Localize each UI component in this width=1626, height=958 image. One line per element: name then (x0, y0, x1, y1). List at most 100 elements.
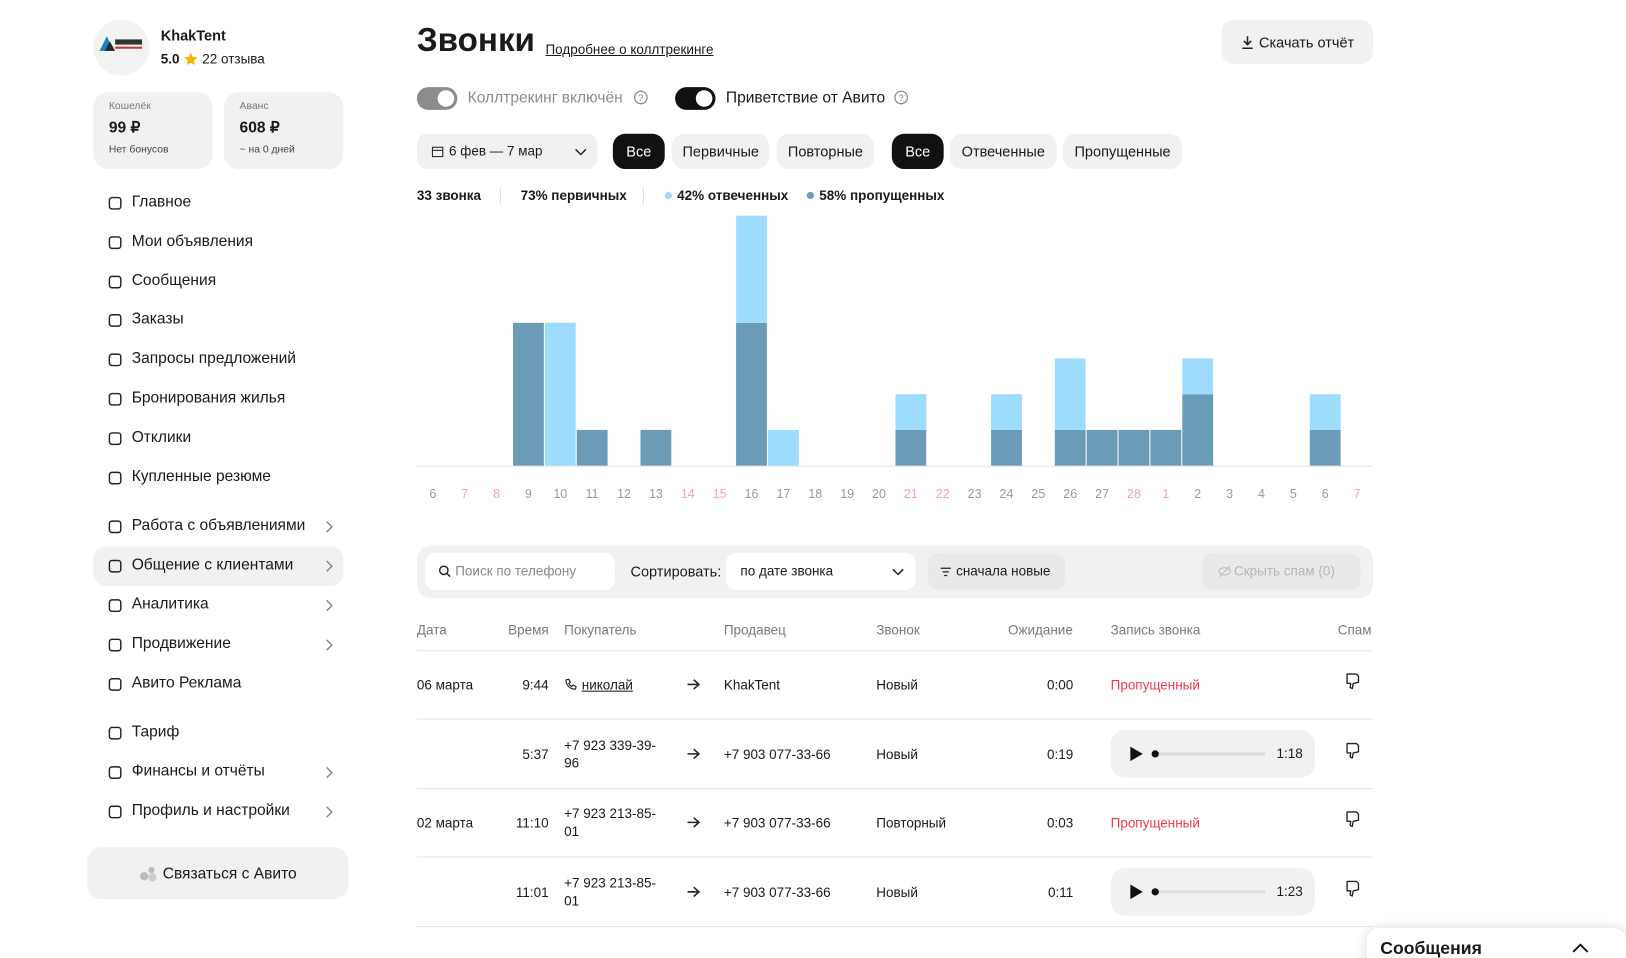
search-icon (438, 565, 451, 578)
call-status: Пропущенный (1110, 677, 1200, 693)
help-icon[interactable]: ? (634, 90, 649, 105)
x-tick-label: 26 (1063, 487, 1077, 501)
sort-label: Сортировать: (630, 563, 722, 580)
contact-button[interactable]: Связаться с Авито (87, 847, 349, 900)
bar-segment (544, 322, 576, 466)
column-header: Дата (416, 622, 447, 638)
row-divider (416, 788, 1373, 790)
wait: 0:19 (1047, 746, 1074, 762)
nav-item[interactable]: Аналитика (131, 595, 209, 613)
chevron-up[interactable] (1572, 943, 1589, 953)
filter-chip[interactable]: Пропущенные (1062, 133, 1183, 170)
chevron[interactable] (324, 560, 334, 573)
filter-chip[interactable]: Первичные (671, 133, 770, 170)
bar-segment (1086, 429, 1118, 466)
avatar[interactable] (93, 19, 150, 76)
nav-item[interactable]: Заказы (131, 310, 184, 329)
hide-spam-label: Скрыть спам (0) (1234, 563, 1335, 579)
search-placeholder: Поиск по телефону (455, 563, 577, 579)
nav-item[interactable]: Профиль и настройки (131, 801, 290, 820)
search-input[interactable]: Поиск по телефону (425, 552, 615, 591)
sort-select[interactable]: по дате звонка (725, 552, 916, 591)
help-link[interactable]: Подробнее о коллтрекинге (545, 41, 714, 58)
buyer: +7 923 213-85-01 (564, 805, 656, 840)
x-tick-label: 18 (808, 487, 822, 501)
toggle-knob (695, 90, 713, 107)
nav-icon (108, 353, 122, 367)
bar-segment (767, 429, 799, 466)
column-header: Продавец (723, 622, 786, 638)
buyer[interactable]: николай (581, 677, 633, 693)
x-tick-label: 6 (1322, 487, 1329, 501)
column-header: Ожидание (1007, 622, 1073, 638)
spam-icon[interactable] (1344, 741, 1361, 760)
reviews[interactable]: 22 отзыва (202, 50, 265, 67)
nav-item[interactable]: Отклики (131, 428, 192, 446)
spam-icon[interactable] (1344, 672, 1361, 691)
nav-item[interactable]: Финансы и отчёты (131, 762, 265, 781)
nav-item[interactable]: Работа с объявлениями (131, 516, 306, 535)
period-select[interactable]: 6 фев — 7 мар (416, 133, 598, 170)
nav-icon (108, 196, 122, 210)
profile-name[interactable]: KhakTent (160, 26, 226, 44)
seller: +7 903 077-33-66 (723, 746, 831, 762)
nav-item[interactable]: Мои объявления (131, 232, 254, 250)
legend-dot (664, 191, 672, 200)
balance-card[interactable]: Аванс 608 ₽ ~ на 0 дней (223, 92, 344, 170)
arrow-icon (687, 817, 701, 828)
nav-item[interactable]: Тариф (131, 723, 180, 741)
x-tick-label: 21 (904, 487, 918, 501)
spam-icon[interactable] (1344, 810, 1361, 829)
seller: KhakTent (723, 677, 781, 693)
divider (642, 187, 644, 205)
player-controls[interactable] (1111, 730, 1315, 778)
order-label: сначала новые (956, 563, 1051, 579)
legend-dot (806, 191, 815, 200)
player-controls[interactable] (1111, 868, 1315, 916)
nav-item[interactable]: Главное (131, 192, 192, 211)
bar-segment (1309, 394, 1341, 430)
column-header: Время (508, 622, 549, 638)
nav-item[interactable]: Общение с клиентами (131, 556, 294, 574)
filter-chip[interactable]: Все (891, 133, 944, 170)
nav-icon (108, 471, 122, 485)
audio-player[interactable]: 1:18 (1110, 729, 1315, 778)
nav-item[interactable]: Купленные резюме (131, 467, 271, 485)
nav-item[interactable]: Запросы предложений (131, 349, 296, 368)
chevron[interactable] (324, 767, 334, 779)
help-icon[interactable]: ? (894, 90, 909, 105)
phone-icon (565, 678, 577, 690)
nav-item[interactable]: Авито Реклама (131, 673, 242, 692)
order-button[interactable]: сначала новые (928, 552, 1065, 591)
chat-widget[interactable]: Сообщения (1366, 928, 1626, 958)
chevron[interactable] (324, 806, 334, 818)
balance-card[interactable]: Кошелёк 99 ₽ Нет бонусов (93, 92, 213, 170)
filter-chip[interactable]: Все (612, 133, 665, 170)
hide-spam-button: Скрыть спам (0) (1201, 552, 1361, 591)
spam-icon[interactable] (1344, 879, 1361, 898)
toggle[interactable] (675, 87, 716, 110)
filter-chip[interactable]: Отвеченные (949, 133, 1057, 170)
nav-item[interactable]: Бронирования жилья (131, 388, 286, 407)
bar-segment (513, 322, 544, 466)
bar-segment (736, 322, 767, 466)
eye-off-icon (1218, 565, 1231, 577)
chevron[interactable] (324, 521, 334, 533)
filter-chip[interactable]: Повторные (776, 133, 875, 170)
x-tick-label: 24 (1000, 487, 1014, 501)
chevron[interactable] (324, 639, 334, 651)
buyer: +7 923 339-39-96 (564, 736, 656, 771)
chevron[interactable] (324, 599, 334, 612)
nav-item[interactable]: Сообщения (131, 271, 217, 289)
chat-title: Сообщения (1380, 938, 1482, 958)
download-button[interactable]: Скачать отчёт (1221, 19, 1373, 65)
rating: 5.0 (160, 50, 180, 67)
audio-player[interactable]: 1:23 (1110, 867, 1315, 916)
nav-icon (108, 727, 122, 740)
call-type: Повторный (876, 815, 947, 831)
calendar-icon (431, 146, 444, 158)
nav-item[interactable]: Продвижение (131, 634, 231, 653)
x-tick-label: 14 (681, 487, 695, 501)
